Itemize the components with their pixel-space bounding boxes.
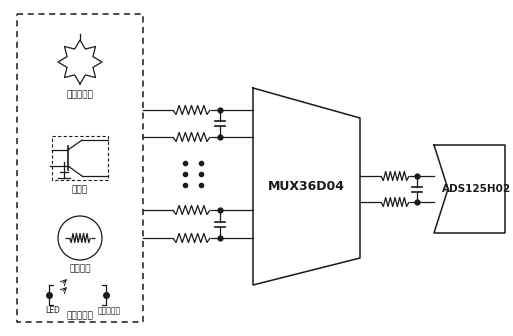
Text: 光电探测器: 光电探测器	[98, 306, 121, 315]
Text: 桥式传感器: 桥式传感器	[67, 90, 93, 99]
Text: ADS125H02: ADS125H02	[442, 184, 511, 194]
Text: MUX36D04: MUX36D04	[268, 180, 345, 193]
Text: 电流感应: 电流感应	[69, 264, 91, 273]
Text: 光学传感器: 光学传感器	[67, 311, 93, 320]
Text: LED: LED	[45, 306, 60, 315]
Text: 热电偶: 热电偶	[72, 185, 88, 194]
